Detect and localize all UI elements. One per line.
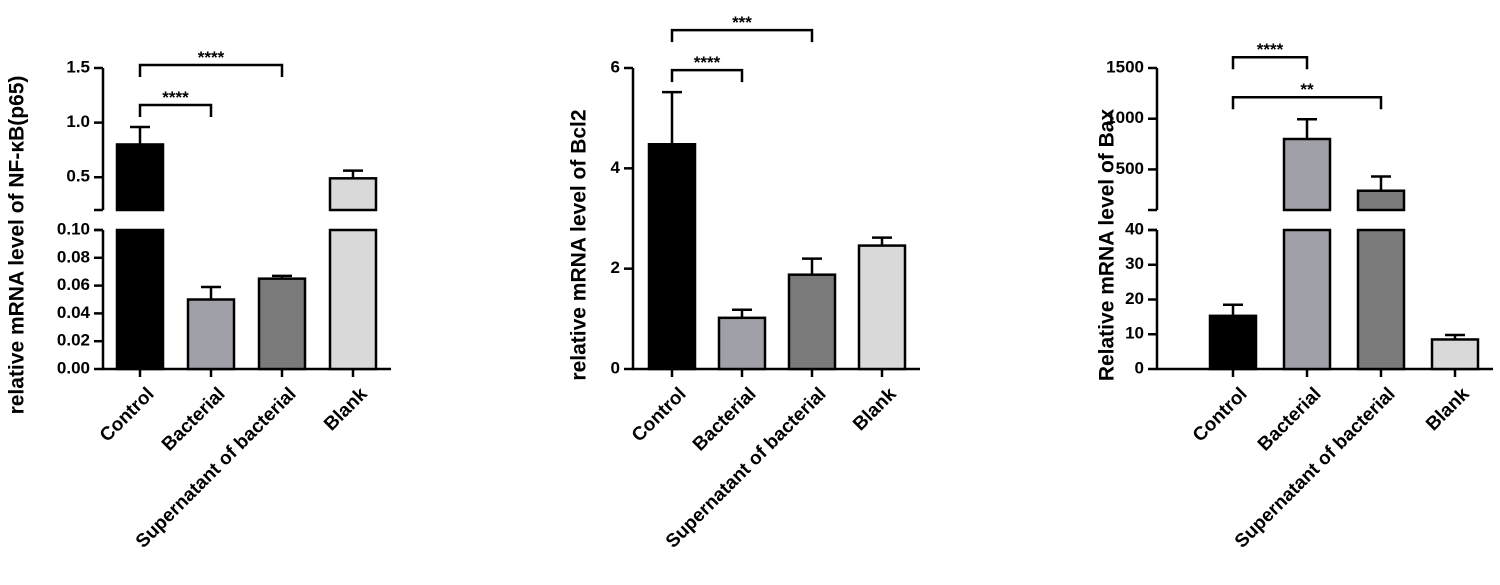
significance-bracket [138, 63, 284, 77]
significance-bracket [138, 103, 213, 117]
bar [257, 277, 307, 371]
bar [1208, 314, 1258, 371]
error-bar [1371, 175, 1391, 191]
y-tick-label: 0 [611, 358, 620, 377]
error-bar [1297, 117, 1317, 139]
bar [186, 298, 236, 371]
y-tick-label: 2 [611, 258, 620, 277]
significance-bracket [1231, 95, 1383, 110]
y-tick-label: 0.02 [57, 331, 90, 350]
significance-label: *** [732, 13, 752, 32]
y-tick-label: 30 [1125, 254, 1144, 273]
x-tick-label: Control [1189, 384, 1252, 447]
y-tick-label: 500 [1116, 159, 1144, 178]
error-bar [130, 125, 150, 145]
y-tick-label: 0 [1135, 358, 1144, 377]
bar [647, 143, 697, 371]
y-tick-label: 20 [1125, 289, 1144, 308]
x-tick-label: Bacterial [689, 384, 761, 456]
bar [115, 228, 165, 371]
significance-label: **** [694, 53, 721, 72]
y-tick-label: 0.08 [57, 247, 90, 266]
y-tick-label: 1000 [1106, 108, 1144, 127]
bar [717, 316, 767, 371]
error-bar [1223, 303, 1243, 316]
significance-bracket [1231, 55, 1309, 70]
x-tick-label: Bacterial [1254, 384, 1326, 456]
y-axis-label: Relative mRNA level of Bax [1096, 109, 1119, 382]
error-bar [343, 169, 363, 179]
significance-label: **** [162, 88, 189, 107]
bar [1356, 228, 1406, 371]
error-bar [872, 236, 892, 246]
x-tick-label: Bacterial [158, 384, 230, 456]
error-bar [732, 308, 752, 318]
error-bar [201, 285, 221, 300]
x-tick-label: Blank [320, 383, 372, 435]
x-tick-label: Control [628, 384, 691, 447]
x-tick-label: Control [96, 384, 159, 447]
x-tick-label: Supernatant of bacterial [1231, 384, 1400, 553]
significance-bracket [670, 28, 814, 43]
y-tick-label: 40 [1125, 219, 1144, 238]
significance-label: **** [1257, 40, 1284, 59]
bar [857, 244, 907, 371]
bar [1282, 137, 1332, 212]
bar [1430, 338, 1480, 371]
y-tick-label: 0.5 [66, 167, 90, 186]
bar [328, 177, 378, 212]
x-tick-label: Blank [1422, 383, 1474, 435]
significance-label: ** [1300, 80, 1314, 99]
y-tick-label: 4 [611, 158, 621, 177]
error-bar [802, 257, 822, 275]
bar [787, 273, 837, 371]
y-axis-label: relative mRNA level of Bcl2 [568, 109, 591, 380]
y-tick-label: 1500 [1106, 57, 1144, 76]
error-bar [662, 90, 682, 145]
y-tick-label: 0.00 [57, 358, 90, 377]
y-tick-label: 0.10 [57, 219, 90, 238]
significance-bracket [670, 68, 744, 83]
significance-label: **** [198, 48, 225, 67]
y-tick-label: 6 [611, 57, 620, 76]
y-tick-label: 0.04 [57, 303, 91, 322]
error-bar [272, 274, 292, 279]
y-tick-label: 0.06 [57, 275, 90, 294]
bar [1356, 189, 1406, 212]
error-bar [1445, 333, 1465, 340]
y-tick-label: 1.5 [66, 57, 90, 76]
y-tick-label: 1.0 [66, 112, 90, 131]
bar [115, 143, 165, 212]
x-tick-label: Blank [849, 383, 901, 435]
y-axis-label: relative mRNA level of NF-κB(p65) [6, 76, 29, 415]
y-tick-label: 10 [1125, 324, 1144, 343]
bar [1282, 228, 1332, 371]
bar [328, 228, 378, 371]
